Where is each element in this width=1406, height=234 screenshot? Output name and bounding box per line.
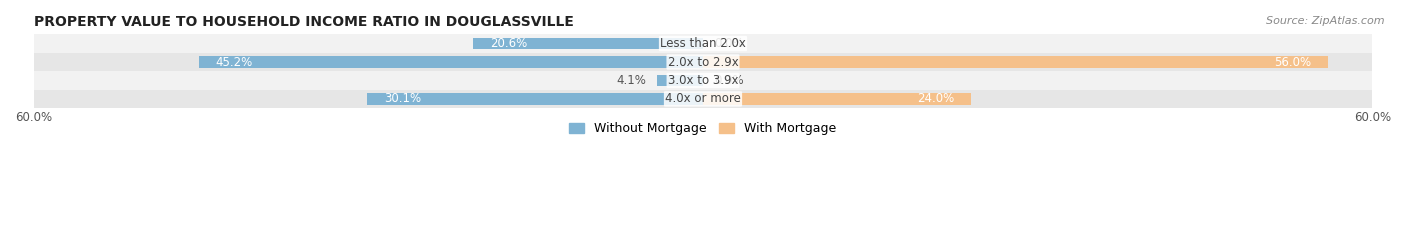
Bar	[198, 56, 703, 68]
Text: 3.0x to 3.9x: 3.0x to 3.9x	[668, 74, 738, 87]
Text: 56.0%: 56.0%	[1274, 55, 1310, 69]
Text: 45.2%: 45.2%	[215, 55, 253, 69]
Text: 4.1%: 4.1%	[616, 74, 647, 87]
Bar	[657, 75, 703, 86]
Text: 30.1%: 30.1%	[384, 92, 420, 106]
Bar	[34, 34, 1372, 53]
Bar	[703, 56, 1327, 68]
Legend: Without Mortgage, With Mortgage: Without Mortgage, With Mortgage	[564, 117, 842, 140]
Bar	[34, 53, 1372, 71]
Bar	[34, 71, 1372, 90]
Text: PROPERTY VALUE TO HOUSEHOLD INCOME RATIO IN DOUGLASSVILLE: PROPERTY VALUE TO HOUSEHOLD INCOME RATIO…	[34, 15, 574, 29]
Bar	[703, 93, 970, 105]
Text: Source: ZipAtlas.com: Source: ZipAtlas.com	[1267, 16, 1385, 26]
Bar	[474, 38, 703, 49]
Text: Less than 2.0x: Less than 2.0x	[659, 37, 747, 50]
Text: 20.6%: 20.6%	[489, 37, 527, 50]
Text: 24.0%: 24.0%	[917, 92, 955, 106]
Text: 0.0%: 0.0%	[714, 74, 744, 87]
Bar	[367, 93, 703, 105]
Bar	[34, 90, 1372, 108]
Text: 2.0x to 2.9x: 2.0x to 2.9x	[668, 55, 738, 69]
Text: 4.0x or more: 4.0x or more	[665, 92, 741, 106]
Text: 0.0%: 0.0%	[714, 37, 744, 50]
